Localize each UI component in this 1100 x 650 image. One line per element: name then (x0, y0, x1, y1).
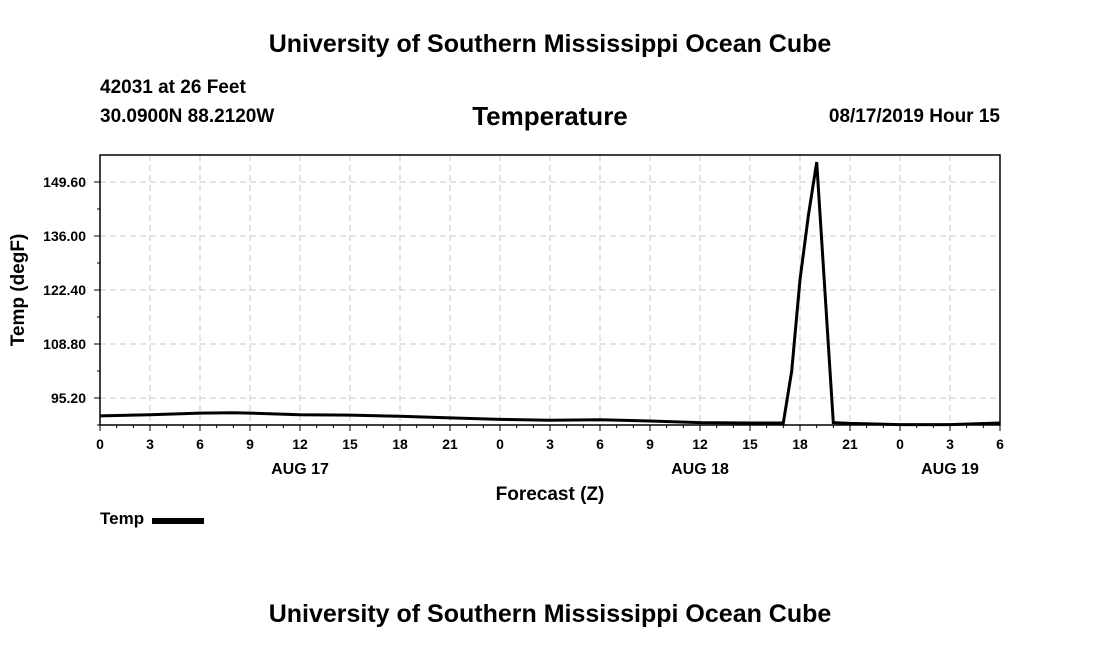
series-group (99, 161, 1001, 427)
x-tick-label: 18 (392, 436, 408, 452)
x-tick-label: 6 (196, 436, 204, 452)
y-tick-label: 122.40 (43, 282, 86, 298)
station-label: 42031 at 26 Feet (100, 77, 246, 98)
x-tick-label: 12 (692, 436, 708, 452)
series-line-temp (99, 161, 1001, 427)
x-tick-label: 9 (646, 436, 654, 452)
page-title: University of Southern Mississippi Ocean… (268, 30, 832, 58)
date-label: AUG 18 (671, 461, 729, 478)
date-label: AUG 19 (921, 461, 979, 478)
station-coordinates: 30.0900N 88.2120W (100, 106, 275, 127)
x-tick-label: 3 (146, 436, 154, 452)
y-axis-label: Temp (degF) (8, 234, 29, 347)
legend-swatch-temp (152, 517, 205, 524)
y-tick-label: 149.60 (43, 174, 86, 190)
x-tick-label: 21 (842, 436, 858, 452)
x-tick-label: 6 (996, 436, 1004, 452)
x-tick-label: 12 (292, 436, 308, 452)
grid-lines (100, 155, 1000, 425)
x-tick-label: 21 (442, 436, 458, 452)
x-tick-label: 0 (896, 436, 904, 452)
y-tick-label: 108.80 (43, 336, 86, 352)
footer-title: University of Southern Mississippi Ocean… (268, 600, 832, 628)
x-tick-label: 0 (496, 436, 504, 452)
x-tick-label: 18 (792, 436, 808, 452)
date-label: AUG 17 (271, 461, 329, 478)
x-tick-label: 6 (596, 436, 604, 452)
x-tick-label: 3 (946, 436, 954, 452)
chart-title: Temperature (472, 101, 628, 131)
y-tick-label: 95.20 (51, 390, 86, 406)
x-tick-label: 15 (342, 436, 358, 452)
axis-ticks: 0 3 6 9 12 15 18 21 0 3 6 9 12 15 18 21 0 3 6 95.20 108.80 12… (43, 174, 1004, 478)
run-time-label: 08/17/2019 Hour 15 (828, 106, 1000, 127)
x-axis-label: Forecast (Z) (496, 484, 605, 505)
y-tick-label: 136.00 (43, 228, 86, 244)
x-tick-label: 15 (742, 436, 758, 452)
legend: Temp (100, 509, 205, 529)
legend-label-temp: Temp (100, 509, 145, 528)
x-tick-label: 0 (96, 436, 104, 452)
x-tick-label: 9 (246, 436, 254, 452)
x-tick-label: 3 (546, 436, 554, 452)
